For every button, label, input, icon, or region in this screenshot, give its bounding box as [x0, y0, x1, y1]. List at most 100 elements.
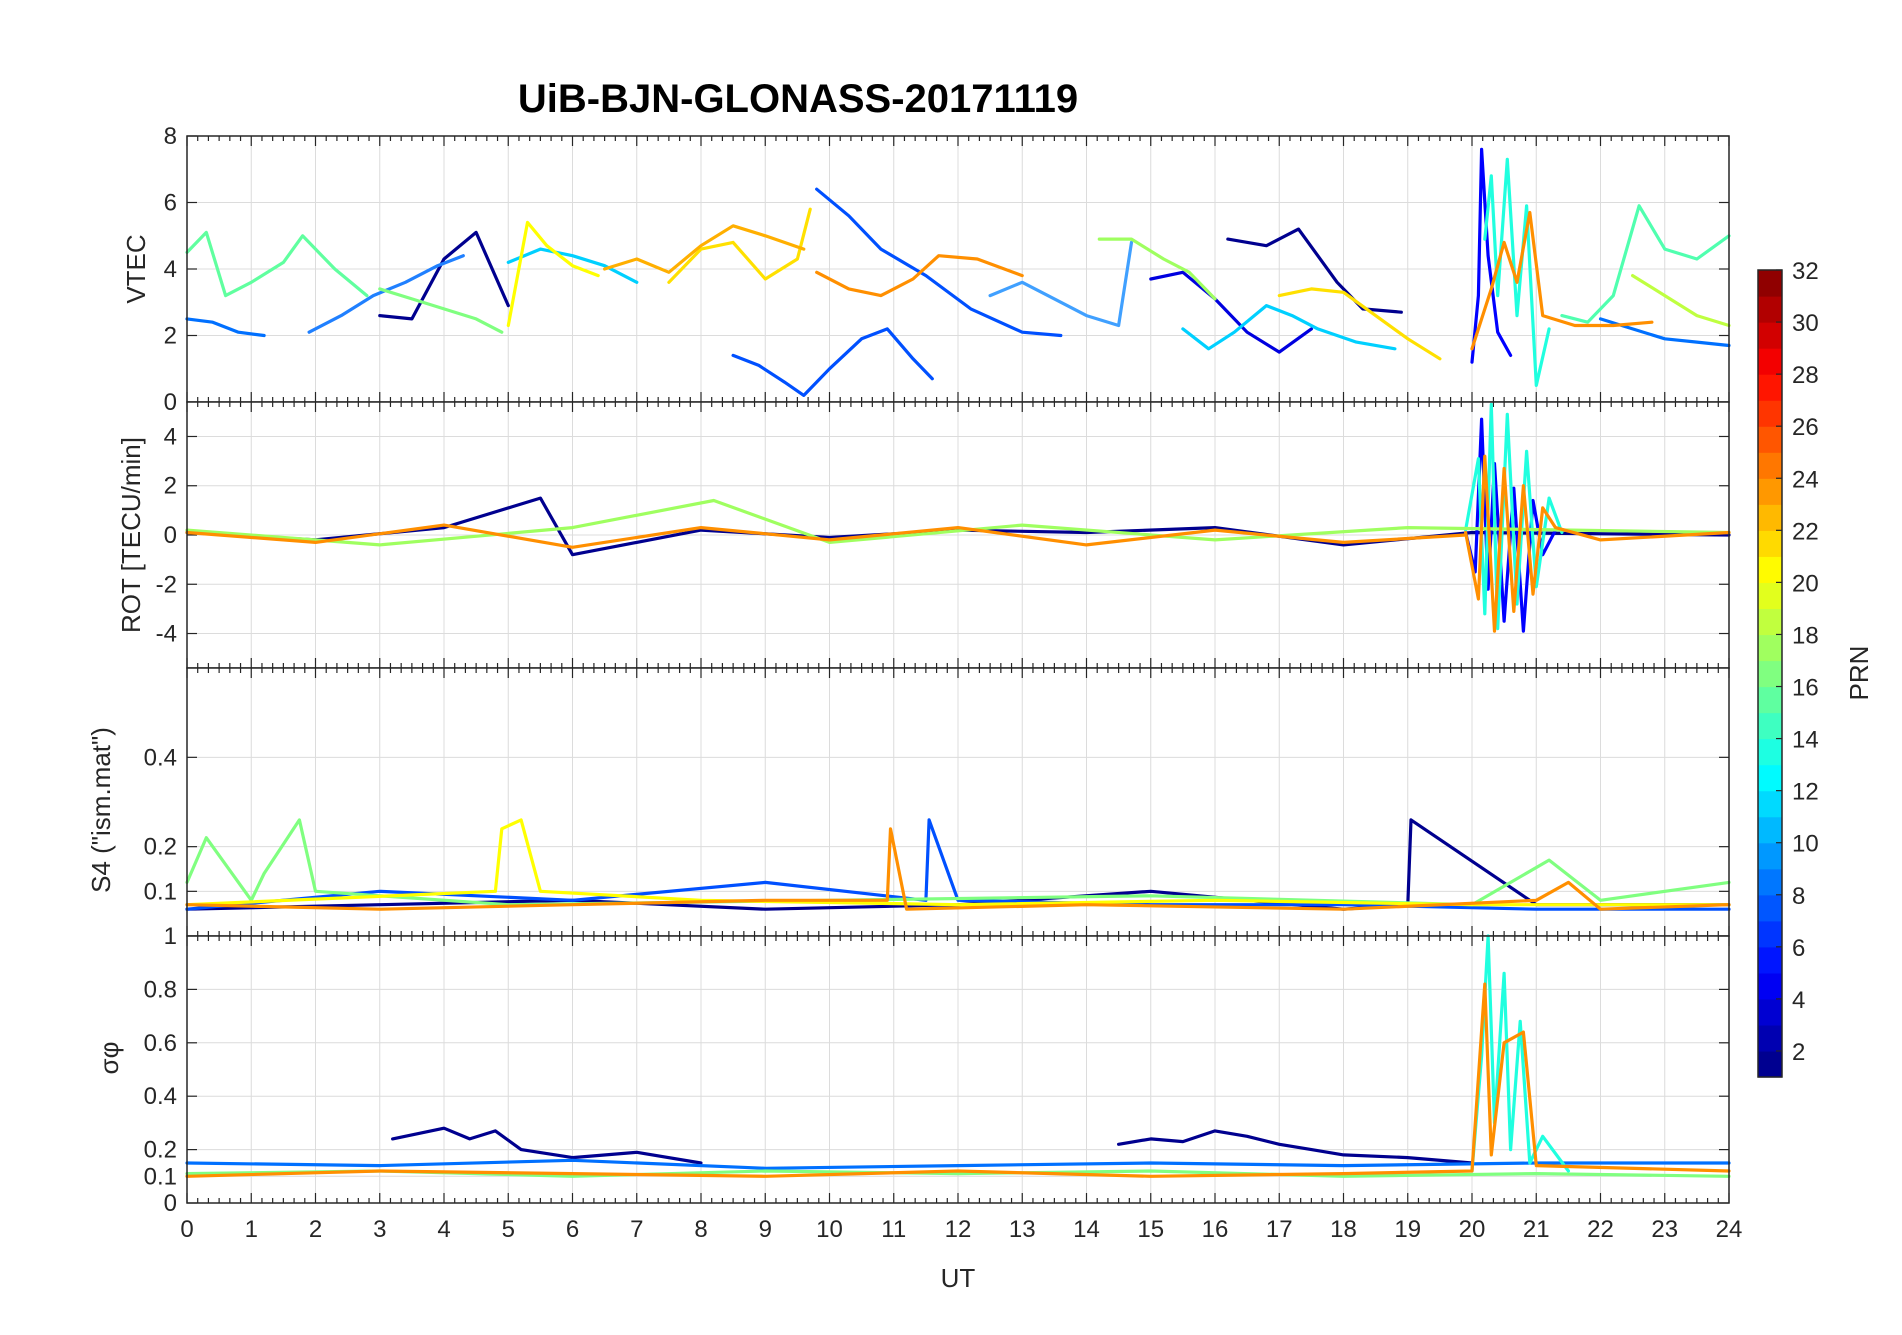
y-tick-label: 2 — [164, 323, 177, 350]
x-tick-label: 18 — [1330, 1216, 1357, 1243]
colorbar-segment — [1758, 348, 1782, 375]
colorbar-tick-label: 2 — [1792, 1039, 1805, 1066]
series-group — [185, 934, 1731, 1178]
colorbar-segment — [1758, 426, 1782, 453]
series-line-1 — [185, 496, 1731, 557]
y-tick-label: 0.2 — [144, 1137, 177, 1164]
x-tick-label: 0 — [180, 1216, 193, 1243]
colorbar-label: PRN — [1844, 646, 1874, 701]
y-axis-label-1: VTEC — [121, 234, 151, 303]
colorbar-segment — [1758, 842, 1782, 870]
colorbar-segment — [1758, 478, 1782, 505]
x-axis-label: UT — [941, 1263, 976, 1293]
x-tick-label: 16 — [1202, 1216, 1229, 1243]
colorbar-segment — [1758, 374, 1782, 401]
x-tick-label: 17 — [1266, 1216, 1293, 1243]
colorbar-tick-label: 20 — [1792, 570, 1819, 597]
series-line-4 — [185, 498, 1731, 547]
y-axis-label-2: ROT [TECU/min] — [116, 437, 146, 633]
series-line-6 — [815, 187, 1063, 338]
series-group — [185, 818, 1731, 911]
y-tick-label: 0.8 — [144, 976, 177, 1003]
x-tick-label: 4 — [437, 1216, 450, 1243]
colorbar-segment — [1758, 1050, 1782, 1078]
panel-1: 0 2 4 6 8 VTEC — [121, 123, 1731, 416]
series-line-23 — [815, 254, 1024, 298]
series-line-7 — [185, 317, 266, 338]
colorbar-segment — [1758, 1024, 1782, 1052]
colorbar-tick-label: 28 — [1792, 362, 1819, 389]
y-tick-label: 1 — [164, 923, 177, 950]
colorbar-segment — [1758, 998, 1782, 1026]
panel-4: 00.10.2 0.4 0.6 0.8 1 σφ — [94, 923, 1731, 1217]
series-line-22 — [602, 224, 806, 274]
x-tick-label: 6 — [566, 1216, 579, 1243]
series-line-1 — [378, 230, 510, 321]
x-tick-label: 9 — [759, 1216, 772, 1243]
colorbar-tick-label: 26 — [1792, 414, 1819, 441]
colorbar-tick-label: 32 — [1792, 258, 1819, 285]
colorbar-segment — [1758, 608, 1782, 636]
series-line-20 — [667, 207, 812, 284]
series-line-12 — [1181, 304, 1397, 351]
series-line-18 — [1630, 274, 1731, 328]
y-tick-label: 4 — [164, 256, 177, 283]
y-tick-label: -4 — [156, 621, 177, 648]
colorbar-tick-label: 4 — [1792, 987, 1805, 1014]
colorbar-segment — [1758, 556, 1782, 583]
series-line-24 — [1470, 210, 1654, 351]
y-tick-label: 0 — [164, 522, 177, 549]
colorbar-tick-label: 30 — [1792, 310, 1819, 337]
series-line-21 — [1277, 287, 1442, 361]
x-tick-label: 8 — [694, 1216, 707, 1243]
colorbar-tick-label: 12 — [1792, 779, 1819, 806]
colorbar-segment — [1758, 504, 1782, 531]
y-tick-label: 2 — [164, 473, 177, 500]
y-tick-label: 8 — [164, 123, 177, 150]
y-tick-label: 0 — [164, 389, 177, 416]
y-tick-label: 6 — [164, 190, 177, 217]
x-tick-label: 2 — [309, 1216, 322, 1243]
x-tick-label: 15 — [1137, 1216, 1164, 1243]
colorbar-tick-label: 10 — [1792, 831, 1819, 858]
series-line-1 — [185, 818, 1731, 911]
series-line-10 — [988, 240, 1134, 328]
colorbar-segment — [1758, 400, 1782, 427]
colorbar-segment — [1758, 738, 1782, 766]
series-line-3 — [1463, 402, 1564, 631]
x-tick-label: 10 — [816, 1216, 843, 1243]
colorbar-segment — [1758, 452, 1782, 479]
series-line-14 — [1560, 204, 1731, 324]
x-tick-label: 21 — [1523, 1216, 1550, 1243]
colorbar-frame — [1757, 269, 1783, 1078]
y-axis-label-3: S4 ("ism.mat") — [86, 727, 116, 893]
x-tick-label: 22 — [1587, 1216, 1614, 1243]
series-line-4 — [1470, 147, 1513, 364]
y-tick-label: -2 — [156, 571, 177, 598]
y-tick-label: 0.2 — [144, 834, 177, 861]
colorbar-tick-label: 6 — [1792, 935, 1805, 962]
series-line-1 — [391, 1126, 703, 1165]
series-group — [185, 402, 1731, 633]
x-tick-label: 19 — [1394, 1216, 1421, 1243]
y-axis-label-4: σφ — [94, 1042, 124, 1075]
x-tick-label: 12 — [945, 1216, 972, 1243]
x-tick-label: 3 — [373, 1216, 386, 1243]
series-line-5 — [731, 327, 934, 397]
chart-title: UiB-BJN-GLONASS-20171119 — [518, 77, 1078, 121]
colorbar-segment — [1758, 764, 1782, 792]
colorbar-tick-label: 8 — [1792, 883, 1805, 910]
y-tick-label: 0.1 — [144, 878, 177, 905]
x-tick-label: 24 — [1716, 1216, 1743, 1243]
y-tick-label: 0 — [164, 1190, 177, 1217]
series-line-13 — [1483, 157, 1551, 387]
colorbar-tick-label: 18 — [1792, 622, 1819, 649]
colorbar-tick-label: 16 — [1792, 675, 1819, 702]
x-tick-label: 20 — [1459, 1216, 1486, 1243]
series-line-6 — [185, 982, 1731, 1178]
series-line-5 — [185, 523, 1468, 549]
